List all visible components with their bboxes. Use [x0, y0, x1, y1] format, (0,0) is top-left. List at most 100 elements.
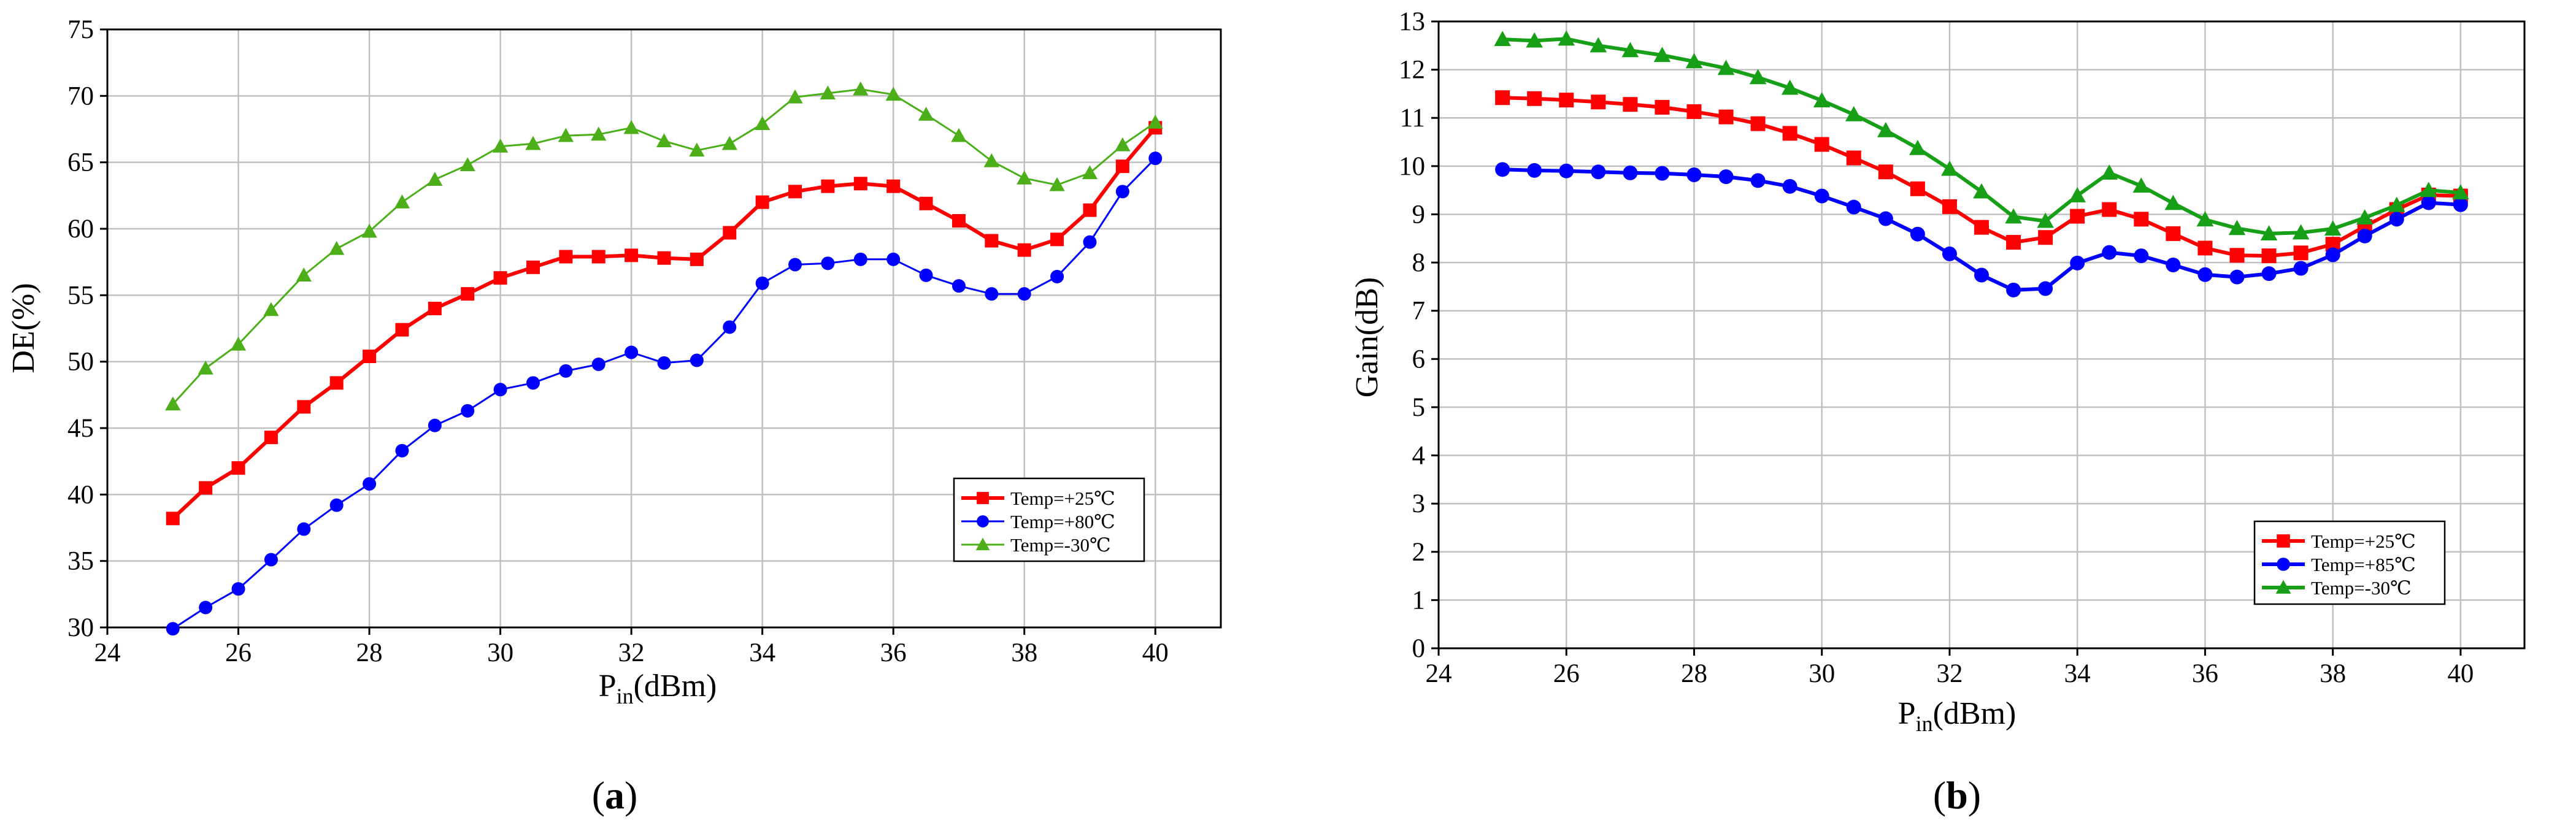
chart-b-series-1-point [2166, 258, 2181, 273]
chart-b-ytick-label: 12 [1399, 56, 1425, 85]
chart-b-series-1-point [1910, 226, 1925, 242]
panel-label-b-close: ) [1968, 773, 1981, 817]
chart-a-series-0-point [591, 250, 606, 264]
chart-b-series-2-point [1526, 32, 1543, 48]
chart-b-series-1-point [2261, 266, 2277, 282]
chart-a-series-0-point [755, 195, 769, 209]
chart-b-series-0-point [2261, 248, 2277, 264]
chart-b-series-2-point [1877, 121, 1894, 137]
chart-b-series-1-point [1814, 188, 1829, 204]
chart-a-series-1-point [985, 287, 999, 301]
chart-a-series-2-point [591, 126, 607, 141]
chart-a-series-0-point [1050, 232, 1064, 247]
chart-b-xtick-label: 34 [2064, 659, 2091, 688]
chart-a-series-2-point [1049, 177, 1065, 191]
chart-a-series-0-point [231, 461, 245, 475]
chart-a-series-2-point [558, 128, 574, 142]
chart-a-series-2-point [721, 136, 737, 150]
chart-a-legend-label-1: Temp=+80℃ [1010, 511, 1115, 532]
chart-b-series-1-point [2357, 228, 2372, 243]
chart-b-series-1-point [1846, 199, 1861, 215]
chart-a-legend-label-2: Temp=-30℃ [1010, 534, 1111, 556]
chart-a-series-0-point [952, 214, 966, 228]
chart-b-series-2-point [2356, 209, 2374, 225]
chart-b-series-0-point [1686, 104, 1702, 120]
chart-b-series-2-point [1558, 30, 1575, 46]
chart-b-series-1-point [2453, 197, 2468, 212]
chart-b-series-2-point [1653, 47, 1671, 63]
chart-a-series-1-point [363, 477, 377, 491]
chart-a-series-1-point [297, 522, 311, 536]
chart-b-series-2-point [2037, 212, 2054, 228]
chart-b-xtick-label: 24 [1426, 659, 1452, 688]
chart-a-xtick-label: 40 [1142, 638, 1169, 667]
chart-b-series-2-point [2069, 187, 2086, 202]
chart-b-series-2-point [2005, 208, 2022, 224]
chart-a-series-0-point [363, 350, 377, 363]
chart-a-ylabel: DE(%) [6, 283, 41, 373]
chart-b-series-2-point [2388, 196, 2405, 212]
chart-a-series-2-point [754, 116, 771, 130]
chart-b-ytick-label: 11 [1400, 104, 1425, 132]
chart-a-series-0-point [985, 234, 999, 248]
chart-b-series-1-point [1495, 162, 1510, 177]
chart-b-series-line-2 [1502, 37, 2461, 236]
chart-b-series-1-point [1974, 267, 1989, 283]
chart-a-series-2-point [427, 172, 443, 186]
chart-a-series-1-point [395, 443, 409, 458]
chart-b-series-1-point [2421, 195, 2436, 210]
chart-b-series-0-point [1974, 220, 1989, 235]
chart-b-ytick-label: 13 [1399, 7, 1425, 36]
chart-a-series-2-point [656, 133, 672, 148]
chart-b-ytick-label: 0 [1412, 634, 1426, 663]
chart-a-ytick-label: 70 [67, 82, 94, 110]
chart-b-ytick-label: 8 [1412, 248, 1426, 277]
chart-a-series-1-point [657, 356, 671, 370]
chart-a-series-2-point [329, 240, 345, 255]
chart-a-series-1-point [625, 345, 639, 359]
chart-a-legend-marker-1 [977, 515, 989, 527]
chart-a-ytick-label: 55 [67, 281, 94, 310]
chart-a-xtick-label: 32 [618, 638, 645, 667]
chart-b-series-2-point [2292, 224, 2310, 240]
chart-a-xtick-label: 36 [880, 638, 907, 667]
chart-b-series-0-point [2293, 245, 2309, 261]
chart-b-series-1-point [1527, 163, 1542, 178]
chart-b-series-1-point [1591, 164, 1606, 180]
chart-a-plot-area [106, 28, 1222, 629]
chart-a-series-2-point [394, 194, 410, 209]
chart-b-series-0-point [2134, 212, 2149, 227]
chart-a-series-1-point [559, 364, 573, 378]
chart-a-series-0-point [297, 400, 311, 414]
chart-a: 24 26 28 30 32 34 36 38 40 30 35 40 45 50 55 60 65 70 75 D… [6, 15, 1222, 708]
panel-label-a: (a) [592, 773, 638, 817]
chart-b-series-0-point [1527, 91, 1542, 106]
chart-a-series-1-point [329, 498, 344, 512]
chart-a-series-2-point [951, 128, 967, 142]
chart-b-legend-label-2: Temp=-30℃ [2311, 577, 2412, 599]
chart-b-series-2-point [2164, 194, 2182, 210]
chart-b-series-0-point [1495, 90, 1510, 105]
chart-a-series-2-point [492, 139, 509, 153]
chart-a-series-0-point [788, 185, 802, 199]
chart-a-ytick-label: 60 [67, 215, 94, 243]
chart-a-ticks: 24 26 28 30 32 34 36 38 40 30 35 40 45 50 55 60 65 70 75 [67, 15, 1169, 667]
chart-a-series-0-point [526, 260, 540, 274]
chart-b-series-2-point [2260, 225, 2278, 240]
chart-b-series-2-point [1749, 69, 1767, 85]
chart-a-series-0-point [919, 196, 933, 210]
chart-a-ytick-label: 75 [67, 15, 94, 44]
chart-a-series-1-point [755, 276, 769, 290]
chart-b-series-0-point [2102, 202, 2117, 217]
chart-b-series-2-point [2420, 182, 2437, 197]
chart-a-series-2-point [230, 336, 247, 351]
chart-b-series-2-point [1781, 79, 1799, 95]
chart-b-series-2-point [2452, 184, 2469, 200]
chart-b-legend-marker-1 [2277, 558, 2290, 571]
chart-b-series-1-point [2102, 245, 2117, 260]
chart-b-series-2-point [1813, 92, 1831, 107]
